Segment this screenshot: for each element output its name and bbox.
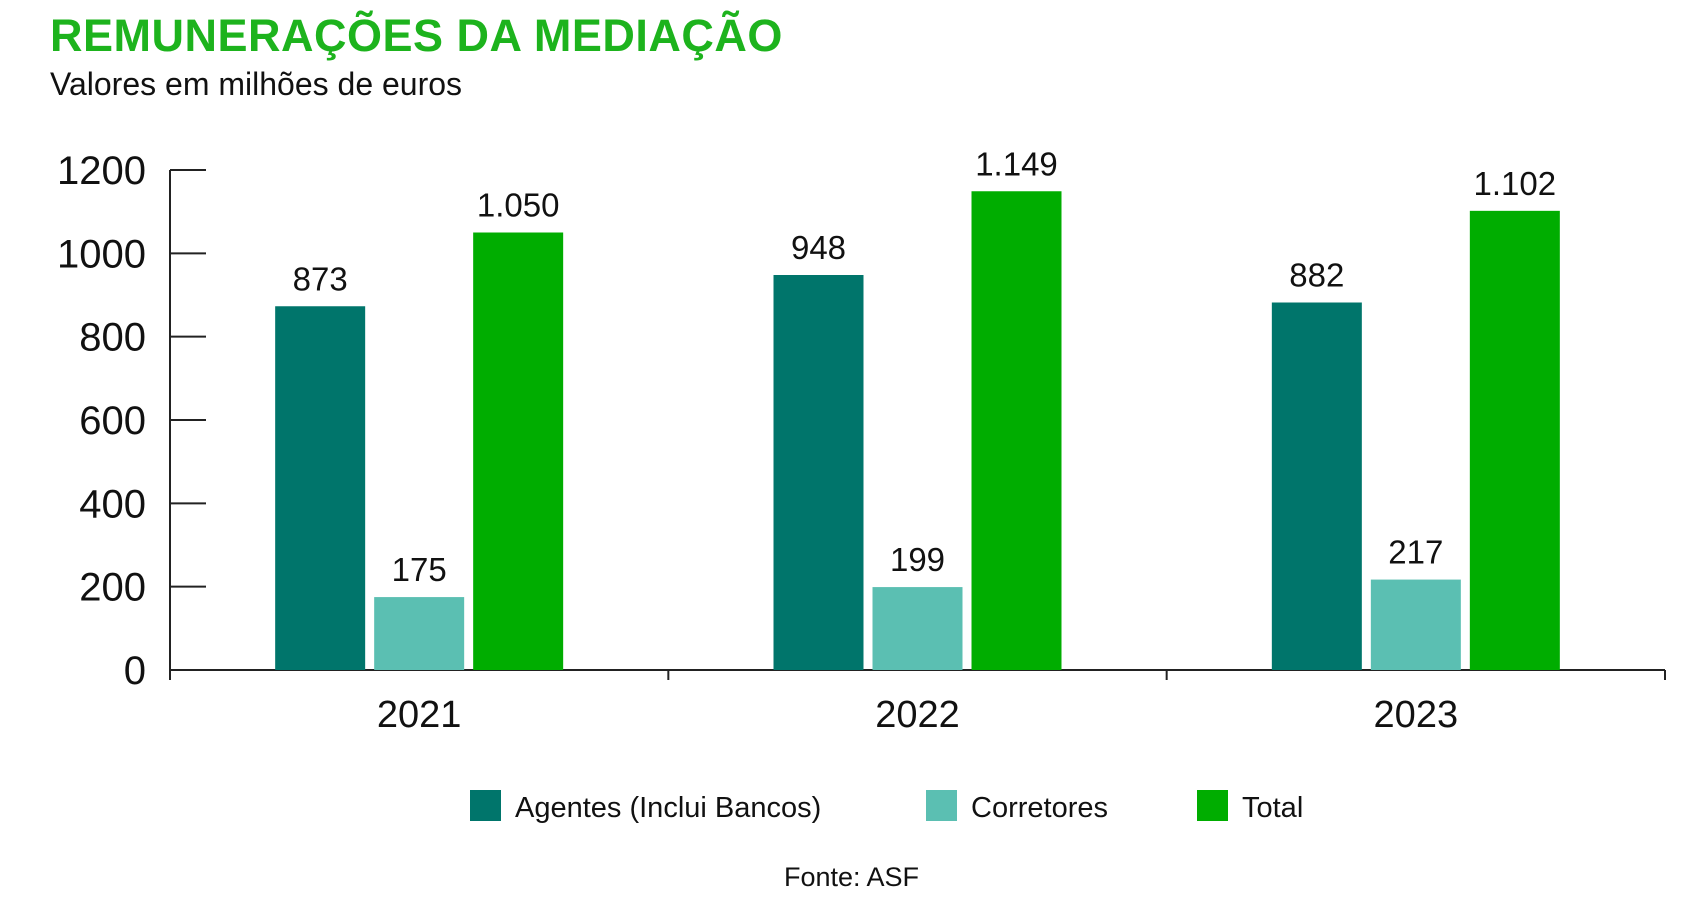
bar [374,597,465,670]
y-tick-label: 1200 [57,149,146,193]
y-tick-label: 200 [79,566,146,610]
bar [275,306,366,670]
legend-swatch [926,790,957,821]
bar [1271,302,1362,670]
page-subtitle: Valores em milhões de euros [50,66,463,102]
data-label: 882 [1289,257,1344,294]
source-note: Fonte: ASF [783,862,920,892]
page-title: REMUNERAÇÕES DA MEDIAÇÃO [50,10,783,61]
bars [275,191,1560,671]
y-axis: 0 200 400 600 800 1000 1200 [57,149,206,693]
bar [773,275,864,670]
y-tick-label: 0 [124,649,146,693]
legend-swatch [1197,790,1228,821]
bar [1370,579,1461,670]
x-category-label: 2022 [875,694,960,736]
bar [473,232,564,670]
bar [1469,210,1560,671]
data-label: 217 [1388,534,1443,571]
data-label: 948 [791,229,846,266]
x-axis: 2021 2022 2023 [169,669,1666,736]
y-tick-label: 400 [79,482,146,526]
data-label: 175 [392,551,447,588]
data-label: 1.050 [477,187,560,224]
data-label: 1.149 [975,145,1058,182]
data-label: 1.102 [1474,165,1557,202]
data-labels: 873 175 1.050 948 199 1.149 882 217 1.102 [293,145,1556,588]
y-tick-label: 600 [79,399,146,443]
legend-label: Agentes (Inclui Bancos) [515,792,821,824]
y-tick-label: 800 [79,316,146,360]
x-category-label: 2021 [377,694,462,736]
bar [971,191,1062,670]
legend: Agentes (Inclui Bancos) Corretores Total [470,790,1303,824]
legend-swatch [470,790,501,821]
x-category-label: 2023 [1374,694,1459,736]
legend-label: Corretores [971,792,1108,824]
bar-chart: 0 200 400 600 800 1000 1200 2021 2022 2023 873 17… [57,145,1666,824]
data-label: 873 [293,260,348,297]
legend-label: Total [1242,792,1303,824]
y-tick-label: 1000 [57,232,146,276]
data-label: 199 [890,541,945,578]
bar [872,587,963,670]
